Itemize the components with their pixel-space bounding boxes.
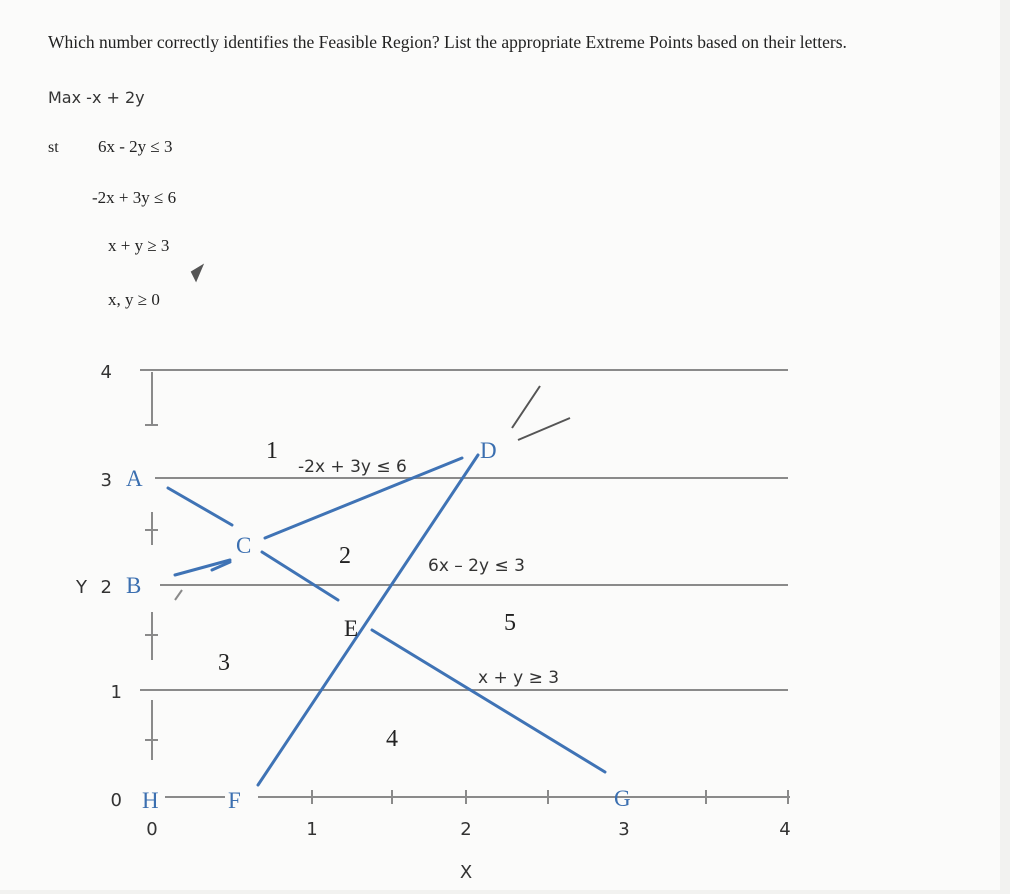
constraint: x, y ≥ 0: [108, 290, 160, 309]
region-number: 4: [386, 726, 398, 752]
constraint-lines: [166, 453, 607, 798]
point-label: F: [228, 788, 241, 813]
line-label: 6x – 2y ≤ 3: [428, 556, 525, 576]
line-label: -2x + 3y ≤ 6: [298, 457, 407, 477]
x-tick-label: 0: [146, 819, 157, 840]
st-label: st: [48, 139, 59, 156]
y-tick-label: 1: [111, 682, 122, 703]
y-tick-label: 4: [101, 362, 112, 383]
x-tick-label: 3: [618, 819, 629, 840]
point-label: G: [614, 786, 631, 811]
region-number: 3: [218, 650, 230, 676]
scribble: [190, 263, 571, 441]
point-label: A: [126, 466, 143, 491]
x-axis-label: X: [460, 862, 472, 883]
constraint: 6x - 2y ≤ 3: [98, 137, 173, 156]
x-tick-label: 4: [779, 819, 790, 840]
point-label: D: [480, 438, 497, 463]
constraint: x + y ≥ 3: [108, 236, 169, 255]
objective: Max -x + 2y: [48, 88, 145, 107]
point-label: E: [344, 616, 358, 641]
point-label: C: [236, 533, 251, 558]
constraint: -2x + 3y ≤ 6: [92, 188, 176, 207]
question: Which number correctly identifies the Fe…: [48, 32, 847, 52]
y-axis-label: Y: [75, 577, 88, 598]
y-tick-label: 2: [101, 577, 112, 598]
x-tick-label: 2: [460, 819, 471, 840]
y-tick-label: 3: [101, 470, 112, 491]
region-number: 5: [504, 610, 516, 636]
region-number: 1: [266, 438, 278, 464]
x-tick-label: 1: [306, 819, 317, 840]
point-label: H: [142, 788, 159, 813]
graph-lines: [140, 369, 790, 804]
line-label: x + y ≥ 3: [478, 668, 559, 688]
point-label: B: [126, 573, 141, 598]
region-number: 2: [339, 543, 351, 569]
y-tick-label: 0: [111, 790, 122, 811]
